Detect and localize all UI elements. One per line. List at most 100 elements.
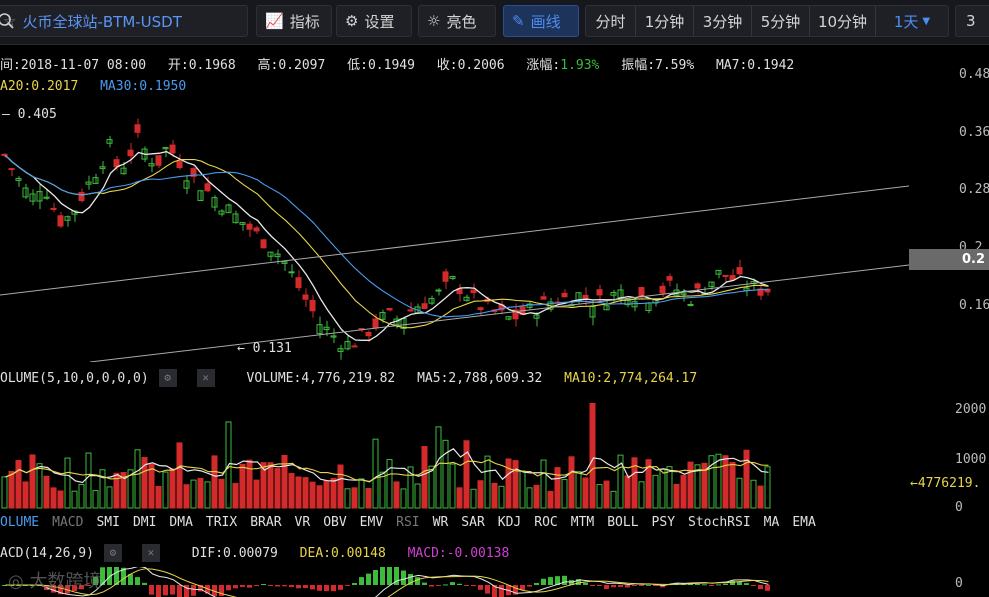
candle-body: [120, 167, 127, 175]
period-1day[interactable]: 1天 ▼: [876, 6, 948, 36]
candle-body: [50, 207, 57, 210]
volume-bar: [589, 403, 596, 509]
macd-bar: [226, 585, 231, 591]
high-marker: — 0.405: [2, 107, 57, 122]
indicator-tab-vr[interactable]: VR: [294, 515, 311, 530]
period-10min[interactable]: 10分钟: [810, 6, 876, 36]
period-1min[interactable]: 1分钟: [636, 6, 694, 36]
indicator-tab-volume[interactable]: OLUME: [0, 515, 40, 530]
macd-bar: [72, 585, 77, 592]
volume-bar: [638, 481, 645, 509]
symbol-search[interactable]: ☆ 火币全球站-BTM-USDT: [0, 5, 248, 37]
macd-bar: [65, 585, 70, 594]
macd-bar: [2, 585, 7, 586]
macd-bar: [562, 575, 567, 585]
macd-bar: [338, 585, 343, 590]
indicator-tab-mtm[interactable]: MTM: [570, 515, 595, 530]
indicator-tab-ma[interactable]: MA: [763, 515, 780, 530]
period-selector: 分时 1分钟 3分钟 5分钟 10分钟 1天 ▼: [585, 5, 949, 37]
indicator-tab-boll[interactable]: BOLL: [607, 515, 639, 530]
indicator-tab-obv[interactable]: OBV: [323, 515, 347, 530]
bright-theme-button[interactable]: ☼ 亮色: [418, 5, 496, 37]
indicator-tab-ema[interactable]: EMA: [792, 515, 816, 530]
volume-bar: [470, 488, 477, 509]
candle-body: [589, 306, 596, 318]
candle-body: [29, 193, 36, 202]
macd-bar: [765, 585, 770, 591]
draw-line-button[interactable]: ✎ 画线: [503, 5, 579, 37]
toolbar-overflow[interactable]: 3: [955, 5, 989, 37]
macd-bar: [373, 570, 378, 585]
macd-bar: [429, 585, 434, 587]
dea-line: [5, 568, 769, 597]
trend-line-lower: [89, 264, 909, 362]
ma-info: A20:0.2017 MA30:0.1950: [0, 79, 200, 94]
macd-bar: [296, 585, 301, 589]
indicator-tab-emv[interactable]: EMV: [359, 515, 384, 530]
volume-ma5: MA5:2,788,609.32: [417, 370, 543, 386]
close-icon[interactable]: ✕: [141, 544, 160, 562]
ma30-line: [5, 155, 769, 318]
volume-info: OLUME(5,10,0,0,0,0) ⚙ ✕ VOLUME:4,776,219.8…: [0, 369, 711, 387]
indicator-button[interactable]: 📈 指标: [256, 5, 332, 37]
candlestick-chart[interactable]: — 0.405 ← 0.131: [0, 100, 909, 362]
search-icon[interactable]: [0, 12, 15, 30]
volume-bar: [288, 472, 295, 509]
indicator-tab-dma[interactable]: DMA: [169, 515, 193, 530]
macd-bar: [135, 577, 140, 585]
candle-body: [211, 197, 218, 208]
macd-bar: [583, 582, 588, 585]
macd-bar: [86, 585, 91, 586]
candle-body: [267, 251, 274, 257]
macd-chart[interactable]: [0, 567, 909, 597]
settings-button[interactable]: ⚙ 设置: [336, 5, 412, 37]
indicator-tab-trix[interactable]: TRIX: [205, 515, 238, 530]
indicator-tab-roc[interactable]: ROC: [534, 515, 558, 530]
macd-bar: [114, 567, 119, 585]
close-icon[interactable]: ✕: [196, 369, 215, 387]
sun-icon: ☼: [427, 12, 441, 30]
indicator-tab-macd[interactable]: MACD: [52, 515, 84, 530]
volume-bar: [274, 468, 281, 509]
price-axis-label: 0.36: [959, 125, 989, 140]
macd-bar: [443, 584, 448, 586]
candle-body: [624, 298, 631, 306]
volume-bar: [141, 457, 148, 509]
volume-bar: [757, 485, 764, 509]
trend-line-upper: [0, 185, 909, 296]
candle-body: [372, 318, 379, 329]
indicator-tab-dmi[interactable]: DMI: [132, 515, 157, 530]
volume-bar: [743, 449, 750, 509]
volume-bar: [617, 454, 624, 509]
macd-bar: [471, 585, 476, 587]
volume-chart[interactable]: [0, 388, 909, 510]
indicator-tab-brar[interactable]: BRAR: [250, 515, 282, 530]
macd-bar: [758, 585, 763, 590]
gear-icon[interactable]: ⚙: [158, 369, 177, 387]
macd-value: MACD:-0.00138: [407, 545, 510, 561]
indicator-tab-wr[interactable]: WR: [432, 515, 449, 530]
info-high: 高:0.2097: [257, 58, 326, 73]
indicator-tab-kdj[interactable]: KDJ: [497, 515, 522, 530]
candle-body: [610, 291, 617, 296]
indicator-tab-psy[interactable]: PSY: [651, 515, 676, 530]
macd-bar: [317, 585, 322, 591]
volume-bar: [477, 480, 484, 509]
period-5min[interactable]: 5分钟: [752, 6, 810, 36]
volume-bar: [547, 490, 554, 509]
info-amplitude: 振幅:7.59%: [621, 58, 695, 73]
volume-ma10-line: [5, 459, 769, 482]
macd-bar: [499, 585, 504, 597]
candle-body: [36, 191, 43, 202]
candle-body: [582, 294, 589, 300]
gear-icon[interactable]: ⚙: [103, 544, 122, 562]
indicator-tab-rsi[interactable]: RSI: [396, 515, 420, 530]
period-fenshi[interactable]: 分时: [586, 6, 636, 36]
volume-bar: [15, 460, 22, 509]
indicator-tab-smi[interactable]: SMI: [96, 515, 120, 530]
indicator-tab-sar[interactable]: SAR: [461, 515, 485, 530]
indicator-tab-stochrsi[interactable]: StochRSI: [688, 515, 751, 530]
period-3min[interactable]: 3分钟: [694, 6, 752, 36]
macd-bar: [387, 567, 392, 585]
candle-body: [169, 144, 176, 154]
